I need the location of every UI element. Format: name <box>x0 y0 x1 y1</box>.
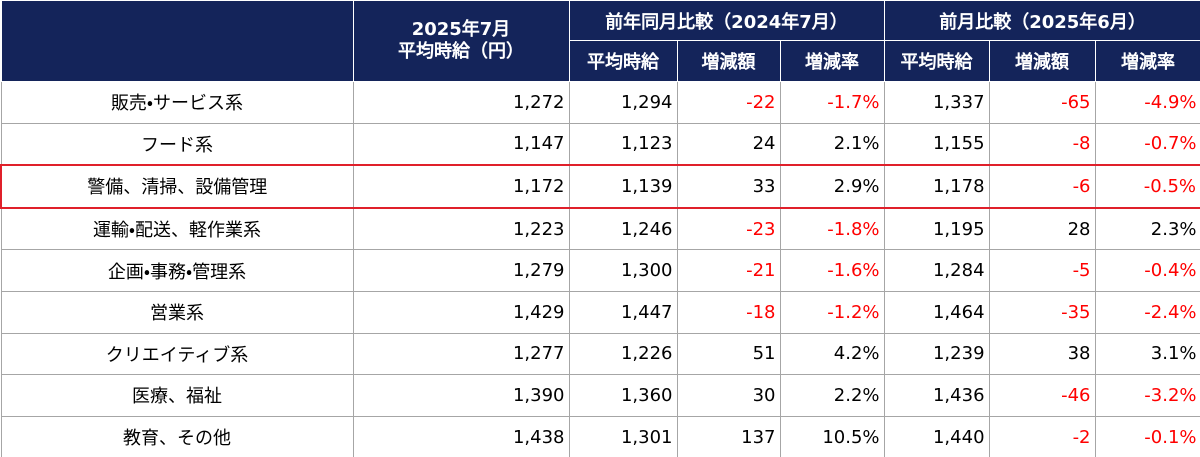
cell-value: 2.3% <box>1094 207 1200 251</box>
cell-value: -0.1% <box>1094 415 1200 457</box>
row-label: クリエイティブ系 <box>0 332 354 376</box>
cell-value: 51 <box>676 332 781 376</box>
cell-value: 1,246 <box>568 207 678 251</box>
period-line: 平均時給（円） <box>398 41 524 62</box>
cell-value: 1,429 <box>352 290 570 334</box>
table-body: 販売・サービス系 1,272 1,294 -22 -1.7% 1,337 -65 -4.9% フ… <box>0 81 1200 457</box>
cell-value: 1,123 <box>568 122 678 166</box>
cell-value: -0.5% <box>1094 164 1200 209</box>
cell-value: 1,239 <box>883 332 990 376</box>
sub-header: 増減額 <box>676 40 781 82</box>
cell-value: -8 <box>988 122 1096 166</box>
cell-value: -6 <box>988 164 1096 209</box>
cell-value: 1,277 <box>352 332 570 376</box>
cell-value: -35 <box>988 290 1096 334</box>
cell-value: -46 <box>988 374 1096 417</box>
cell-value: 1,155 <box>883 122 990 166</box>
cell-value: 1,300 <box>568 249 678 292</box>
cell-value: 1,147 <box>352 122 570 166</box>
table-row: 教育、その他 1,438 1,301 137 10.5% 1,440 -2 -0.1% <box>0 415 1200 457</box>
cell-value: -5 <box>988 249 1096 292</box>
cell-value: 4.2% <box>779 332 885 376</box>
cell-value: -2 <box>988 415 1096 457</box>
row-label: 営業系 <box>0 290 354 334</box>
cell-value: 2.2% <box>779 374 885 417</box>
row-label: 販売・サービス系 <box>0 81 354 124</box>
cell-value: -0.7% <box>1094 122 1200 166</box>
cell-value: 1,440 <box>883 415 990 457</box>
cell-value: -4.9% <box>1094 81 1200 124</box>
cell-value: 1,139 <box>568 164 678 209</box>
sub-header: 平均時給 <box>568 40 678 82</box>
cell-value: 1,284 <box>883 249 990 292</box>
cell-value: 1,279 <box>352 249 570 292</box>
cell-value: -23 <box>676 207 781 251</box>
cell-value: 1,172 <box>352 164 570 209</box>
cell-value: 1,436 <box>883 374 990 417</box>
cell-value: -22 <box>676 81 781 124</box>
sub-header: 増減率 <box>779 40 885 82</box>
cell-value: 1,223 <box>352 207 570 251</box>
cell-value: 30 <box>676 374 781 417</box>
cell-value: -18 <box>676 290 781 334</box>
cell-value: -1.8% <box>779 207 885 251</box>
row-label: 運輸・配送、軽作業系 <box>0 207 354 251</box>
row-label: 教育、その他 <box>0 415 354 457</box>
period-header: 2025年7月 平均時給（円） <box>352 0 570 82</box>
cell-value: -1.2% <box>779 290 885 334</box>
cell-value: 24 <box>676 122 781 166</box>
cell-value: 33 <box>676 164 781 209</box>
cell-value: 1,390 <box>352 374 570 417</box>
cell-value: 137 <box>676 415 781 457</box>
row-label: 医療、福祉 <box>0 374 354 417</box>
cell-value: -1.6% <box>779 249 885 292</box>
row-label: 企画・事務・管理系 <box>0 249 354 292</box>
sub-header: 平均時給 <box>883 40 990 82</box>
sub-header: 増減額 <box>988 40 1096 82</box>
sub-header: 増減率 <box>1094 40 1200 82</box>
table-row: 販売・サービス系 1,272 1,294 -22 -1.7% 1,337 -65 -4.9% <box>0 81 1200 124</box>
cell-value: 28 <box>988 207 1096 251</box>
cell-value: 1,360 <box>568 374 678 417</box>
table-row: 警備、清掃、設備管理 1,172 1,139 33 2.9% 1,178 -6 -0.5% <box>0 164 1200 209</box>
table-header: 2025年7月 平均時給（円） 前年同月比較（2024年7月） 前月比較（2025… <box>0 0 1200 82</box>
row-label: 警備、清掃、設備管理 <box>0 164 354 209</box>
cell-value: -1.7% <box>779 81 885 124</box>
cell-value: 1,301 <box>568 415 678 457</box>
cell-value: 2.9% <box>779 164 885 209</box>
cell-value: -0.4% <box>1094 249 1200 292</box>
group-header: 前月比較（2025年6月） <box>883 0 1200 41</box>
period-line: 2025年7月 <box>411 19 511 40</box>
table-row: 運輸・配送、軽作業系 1,223 1,246 -23 -1.8% 1,195 28 2.3% <box>0 207 1200 251</box>
cell-value: -3.2% <box>1094 374 1200 417</box>
cell-value: 1,272 <box>352 81 570 124</box>
corner-cell <box>0 0 354 82</box>
row-label: フード系 <box>0 122 354 166</box>
table-row: 営業系 1,429 1,447 -18 -1.2% 1,464 -35 -2.4% <box>0 290 1200 334</box>
cell-value: -21 <box>676 249 781 292</box>
table-row: クリエイティブ系 1,277 1,226 51 4.2% 1,239 38 3.1% <box>0 332 1200 376</box>
cell-value: 1,438 <box>352 415 570 457</box>
cell-value: -65 <box>988 81 1096 124</box>
cell-value: 1,294 <box>568 81 678 124</box>
group-header: 前年同月比較（2024年7月） <box>568 0 885 41</box>
cell-value: 1,464 <box>883 290 990 334</box>
cell-value: 10.5% <box>779 415 885 457</box>
cell-value: 2.1% <box>779 122 885 166</box>
cell-value: 1,337 <box>883 81 990 124</box>
cell-value: 1,178 <box>883 164 990 209</box>
cell-value: -2.4% <box>1094 290 1200 334</box>
cell-value: 1,226 <box>568 332 678 376</box>
table-row: 企画・事務・管理系 1,279 1,300 -21 -1.6% 1,284 -5 -0.4% <box>0 249 1200 292</box>
table-row: フード系 1,147 1,123 24 2.1% 1,155 -8 -0.7% <box>0 122 1200 166</box>
table-row: 医療、福祉 1,390 1,360 30 2.2% 1,436 -46 -3.2% <box>0 374 1200 417</box>
cell-value: 1,447 <box>568 290 678 334</box>
cell-value: 1,195 <box>883 207 990 251</box>
cell-value: 38 <box>988 332 1096 376</box>
cell-value: 3.1% <box>1094 332 1200 376</box>
